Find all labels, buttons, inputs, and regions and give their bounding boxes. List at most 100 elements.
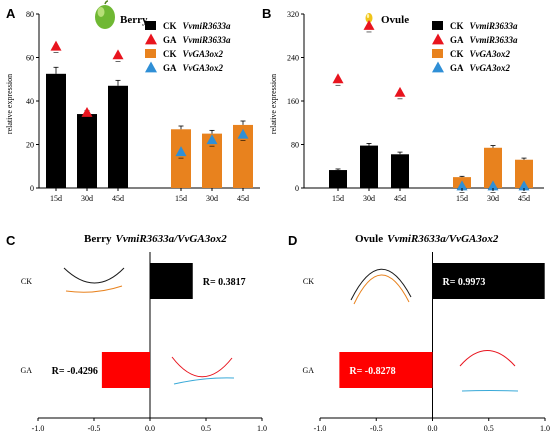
panel-a-legend-entry: CK VvmiR3633a <box>163 21 231 31</box>
panel-c-r-value-label: R= -0.4296 <box>52 366 98 377</box>
panel-d-trend-curve-ck-peak <box>353 274 410 305</box>
panel-a-x-tick-label: 45d <box>237 194 249 203</box>
panel-b-triangle-point <box>518 180 530 191</box>
panel-b: B relative expression Ovule 0 80 160 240 320… <box>262 6 544 203</box>
panel-a-legend-gene: VvmiR3633a <box>183 35 232 45</box>
panel-d-category-label: CK <box>303 277 314 286</box>
panel-d-category-label: GA <box>302 366 314 375</box>
panel-b-x-tick-label: 15d <box>332 194 344 203</box>
panel-d-trend-curve-ck-peak <box>350 268 412 301</box>
panel-d-bar-ck <box>432 263 545 299</box>
panel-a-legend-gene: VvGA3ox2 <box>183 63 224 73</box>
panel-a-label: A <box>6 6 16 21</box>
panel-b-legend-prefix: GA <box>450 63 464 73</box>
panel-b-legend-gene: VvGA3ox2 <box>470 49 511 59</box>
panel-b-triangle-point <box>363 20 375 30</box>
panel-b-legend-prefix: CK <box>450 49 464 59</box>
panel-b-bar <box>515 159 533 188</box>
panel-a-triangle-point <box>206 134 218 145</box>
panel-a-legend-entry: CK VvGA3ox2 <box>163 49 224 59</box>
panel-a-x-tick-label: 30d <box>206 194 218 203</box>
panel-b-legend-swatch <box>432 49 443 58</box>
panel-d-x-tick-label: 0.5 <box>484 424 494 431</box>
panel-b-y-tick-label: 240 <box>287 54 299 63</box>
panel-a-triangle-point <box>81 107 93 117</box>
panel-a-y-tick-label: 40 <box>26 97 34 106</box>
panel-d-bar-ga <box>339 352 433 388</box>
panel-b-legend-swatch <box>432 21 443 30</box>
panel-d-label: D <box>288 233 297 248</box>
panel-b-legend-entry: CK VvmiR3633a <box>450 21 518 31</box>
panel-d-x-tick-label: -0.5 <box>370 424 383 431</box>
panel-b-triangle-point <box>332 73 344 84</box>
panel-c-bar-ga <box>101 352 150 388</box>
panel-b-y-tick-label: 320 <box>287 10 299 19</box>
panel-b-x-tick-label: 30d <box>487 194 499 203</box>
panel-b-y-tick-label: 80 <box>291 141 299 150</box>
panel-a-legend-entry: GA VvGA3ox2 <box>163 63 224 73</box>
panel-d-trend-curve-ga-flat <box>461 390 519 392</box>
panel-a-bar <box>171 129 191 188</box>
panel-c-label: C <box>6 233 16 248</box>
panel-b-legend: CK VvmiR3633a GA VvmiR3633a CK VvGA3ox2 GA VvGA… <box>432 21 518 73</box>
panel-a-x-tick-label: 15d <box>50 194 62 203</box>
panel-a-legend-prefix: CK <box>163 21 177 31</box>
panel-a-ylabel: relative expression <box>5 74 14 134</box>
panel-c-bar-ck <box>150 263 193 299</box>
panel-b-legend-prefix: GA <box>450 35 464 45</box>
panel-b-legend-triangle <box>432 33 444 45</box>
panel-b-triangle-point <box>487 180 499 191</box>
panel-a-triangle-point <box>50 40 62 51</box>
panel-d-title: Ovule VvmiR3633a/VvGA3ox2 <box>355 233 499 245</box>
panel-c-category-label: GA <box>20 366 32 375</box>
panel-a-legend-prefix: GA <box>163 63 177 73</box>
panel-b-legend-gene: VvmiR3633a <box>470 21 519 31</box>
panel-a-title: Berry <box>120 14 148 26</box>
panel-a-bar <box>108 85 128 188</box>
panel-b-legend-entry: CK VvGA3ox2 <box>450 49 511 59</box>
panel-c-trend-curve-ck-flat-rise <box>65 285 123 293</box>
panel-b-x-tick-label: 15d <box>456 194 468 203</box>
panel-b-x-tick-label: 30d <box>363 194 375 203</box>
panel-b-bar <box>360 145 378 188</box>
panel-d-r-value-label: R= -0.8278 <box>349 366 395 377</box>
panel-d-x-tick-label: 0.0 <box>428 424 438 431</box>
panel-a-triangle-point <box>112 49 124 60</box>
panel-b-legend-prefix: CK <box>450 21 464 31</box>
panel-c-title: Berry VvmiR3633a/VvGA3ox2 <box>84 233 227 245</box>
panel-b-x-tick-label: 45d <box>518 194 530 203</box>
panel-b-bar <box>391 154 409 188</box>
panel-a-legend-prefix: CK <box>163 49 177 59</box>
panel-a-triangle-point <box>237 128 249 139</box>
panel-d: D Ovule VvmiR3633a/VvGA3ox2 -1.0 -0.5 0.0 0.… <box>288 233 550 431</box>
panel-c-trend-curve-ga-valley <box>171 356 233 378</box>
panel-b-legend-gene: VvmiR3633a <box>470 35 519 45</box>
panel-a-legend-swatch <box>145 49 156 58</box>
panel-a: A relative expression Berry 0 20 40 60 80 15d… <box>5 0 260 203</box>
panel-a-y-tick-label: 60 <box>26 54 34 63</box>
panel-a-y-tick-label: 0 <box>30 184 34 193</box>
panel-d-x-tick-label: 1.0 <box>540 424 550 431</box>
panel-d-axes: -1.0 -0.5 0.0 0.5 1.0 CK R= 0.9973 GA R= -0.8278 <box>302 252 550 431</box>
panel-b-ylabel: relative expression <box>269 74 278 134</box>
panel-c-x-tick-label: -0.5 <box>88 424 101 431</box>
panel-a-legend: CK VvmiR3633a GA VvmiR3633a CK VvGA3ox2 GA VvGA… <box>145 21 231 73</box>
panel-b-legend-entry: GA VvmiR3633a <box>450 35 518 45</box>
panel-a-legend-gene: VvmiR3633a <box>183 21 232 31</box>
panel-c-x-tick-label: -1.0 <box>32 424 45 431</box>
panel-c-title-genes: VvmiR3633a/VvGA3ox2 <box>115 233 227 245</box>
panel-b-x-tick-label: 45d <box>394 194 406 203</box>
panel-a-bar <box>46 73 66 188</box>
panel-a-legend-swatch <box>145 21 156 30</box>
panel-a-triangle-point <box>175 146 187 157</box>
panel-b-triangle-point <box>394 86 406 97</box>
panel-c-x-tick-label: 0.5 <box>201 424 211 431</box>
panel-a-bar <box>77 114 97 188</box>
panel-b-axes: 0 80 160 240 320 15d 30d 45d 15d 30d 45d <box>287 10 544 203</box>
panel-a-y-tick-label: 80 <box>26 10 34 19</box>
panel-a-axes: 0 20 40 60 80 15d 30d 45d 15d 30d 45d <box>26 10 260 203</box>
panel-d-r-value-label: R= 0.9973 <box>443 277 486 288</box>
panel-a-legend-prefix: GA <box>163 35 177 45</box>
panel-a-x-tick-label: 45d <box>112 194 124 203</box>
